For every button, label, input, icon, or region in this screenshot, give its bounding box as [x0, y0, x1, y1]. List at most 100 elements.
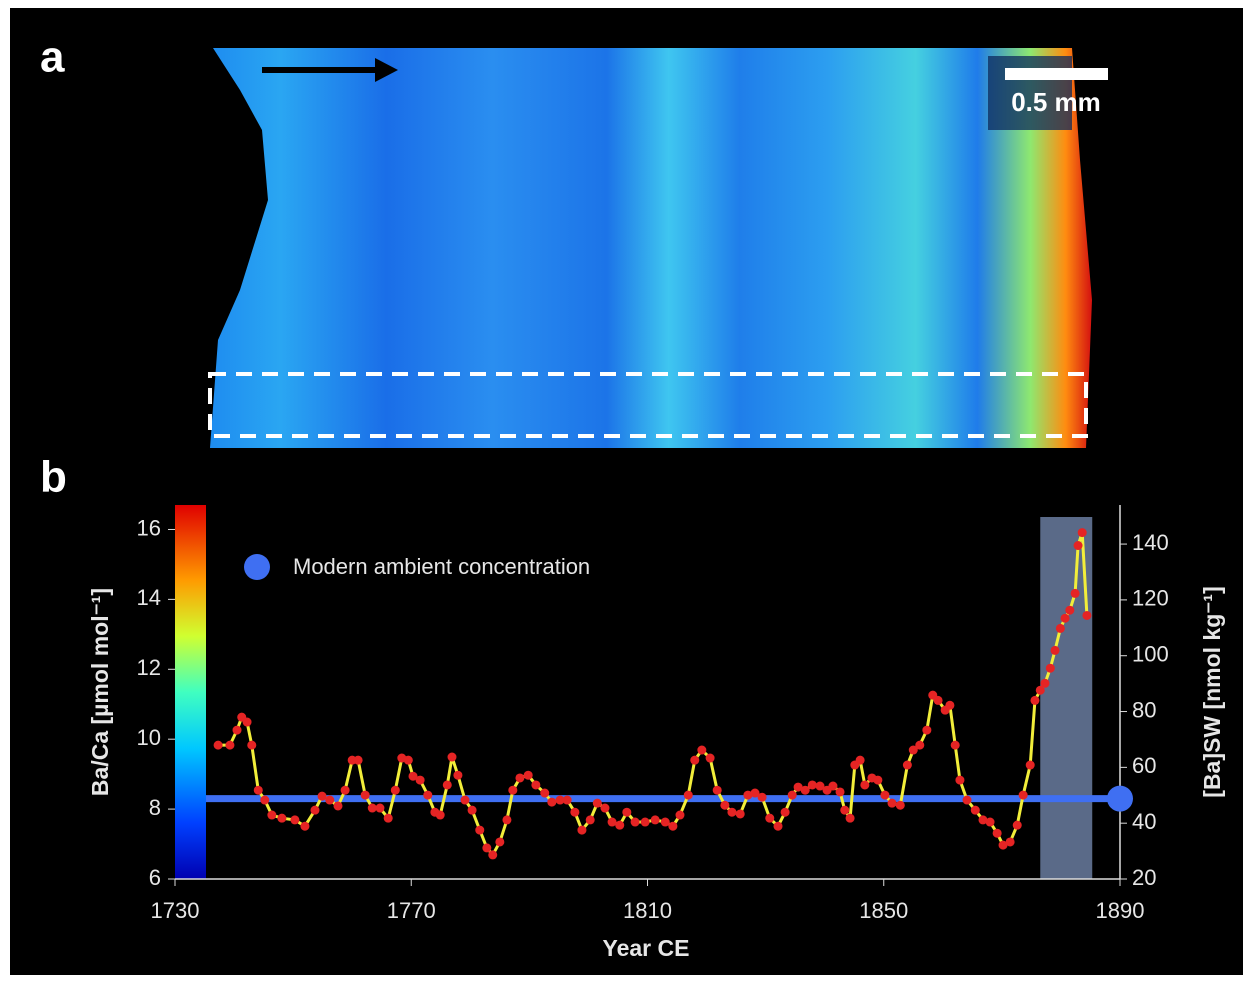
- data-point: [955, 775, 965, 785]
- data-point: [577, 825, 587, 835]
- data-point: [1055, 623, 1065, 633]
- data-point: [735, 809, 745, 819]
- data-point: [835, 787, 845, 797]
- data-point: [540, 788, 550, 798]
- data-point: [660, 817, 670, 827]
- x-tick-label: 1770: [387, 898, 436, 923]
- data-point: [933, 695, 943, 705]
- y-tick-label: 16: [137, 515, 161, 540]
- data-point: [668, 821, 678, 831]
- y2-tick-label: 80: [1132, 697, 1156, 722]
- data-point: [247, 740, 257, 750]
- y2-tick-label: 100: [1132, 642, 1169, 667]
- data-point: [403, 755, 413, 765]
- data-point: [793, 782, 803, 792]
- data-point: [600, 803, 610, 813]
- data-point: [690, 755, 700, 765]
- data-point: [757, 792, 767, 802]
- data-point: [750, 788, 760, 798]
- data-point: [650, 815, 660, 825]
- data-point: [860, 780, 870, 790]
- data-point: [815, 781, 825, 791]
- data-point: [962, 795, 972, 805]
- data-point: [475, 825, 485, 835]
- data-point: [360, 790, 370, 800]
- data-point: [253, 785, 263, 795]
- data-point: [1070, 588, 1080, 598]
- data-point: [712, 785, 722, 795]
- data-point: [908, 745, 918, 755]
- data-point: [367, 803, 377, 813]
- data-point: [1045, 663, 1055, 673]
- data-point: [523, 770, 533, 780]
- data-point: [242, 717, 252, 727]
- data-point: [780, 807, 790, 817]
- data-point: [277, 813, 287, 823]
- data-point: [317, 791, 327, 801]
- data-point: [1005, 837, 1015, 847]
- data-point: [828, 781, 838, 791]
- data-point: [945, 700, 955, 710]
- data-point: [353, 755, 363, 765]
- data-point: [615, 820, 625, 830]
- data-point: [1077, 528, 1087, 538]
- data-point: [232, 725, 242, 735]
- plot: 1730 1770 1810 1850 1890 6 8 10 12 14 16 20 40 60 80 10…: [137, 505, 1169, 923]
- data-point: [705, 753, 715, 763]
- data-point: [950, 740, 960, 750]
- data-point: [375, 803, 385, 813]
- scale-label: 0.5 mm: [1011, 87, 1101, 117]
- data-point: [922, 725, 932, 735]
- data-point: [442, 780, 452, 790]
- y-tick-label: 14: [137, 585, 161, 610]
- data-point: [508, 785, 518, 795]
- y2-tick-label: 20: [1132, 865, 1156, 890]
- data-point: [290, 815, 300, 825]
- data-point: [453, 770, 463, 780]
- data-point: [998, 840, 1008, 850]
- data-point: [1035, 685, 1045, 695]
- data-point: [985, 817, 995, 827]
- data-point: [435, 810, 445, 820]
- y2-tick-label: 120: [1132, 586, 1169, 611]
- y-tick-label: 12: [137, 655, 161, 680]
- colorbar: [175, 505, 206, 879]
- data-point: [1025, 760, 1035, 770]
- panel-label: a: [40, 33, 65, 82]
- data-point: [547, 797, 557, 807]
- data-point: [495, 837, 505, 847]
- data-point: [787, 790, 797, 800]
- data-point: [915, 740, 925, 750]
- data-point: [325, 795, 335, 805]
- data-point: [855, 755, 865, 765]
- data-point: [887, 798, 897, 808]
- data-point: [895, 800, 905, 810]
- data-point: [1082, 610, 1092, 620]
- data-point: [743, 790, 753, 800]
- data-point: [531, 780, 541, 790]
- data-point: [1060, 613, 1070, 623]
- legend-label: Modern ambient concentration: [293, 554, 590, 579]
- data-point: [840, 805, 850, 815]
- data-point: [408, 771, 418, 781]
- data-point: [970, 805, 980, 815]
- data-point: [333, 801, 343, 811]
- data-point: [310, 805, 320, 815]
- data-point: [992, 828, 1002, 838]
- data-point: [720, 800, 730, 810]
- data-point: [423, 790, 433, 800]
- data-point: [592, 798, 602, 808]
- heatmap: [210, 48, 1092, 448]
- data-point: [800, 785, 810, 795]
- panel-label: b: [40, 453, 67, 502]
- data-point: [807, 780, 817, 790]
- data-point: [1073, 541, 1083, 551]
- data-point: [515, 773, 525, 783]
- data-point: [978, 815, 988, 825]
- y-tick-label: 10: [137, 725, 161, 750]
- data-point: [845, 813, 855, 823]
- data-point: [383, 813, 393, 823]
- legend-marker: [244, 554, 270, 580]
- data-point: [873, 775, 883, 785]
